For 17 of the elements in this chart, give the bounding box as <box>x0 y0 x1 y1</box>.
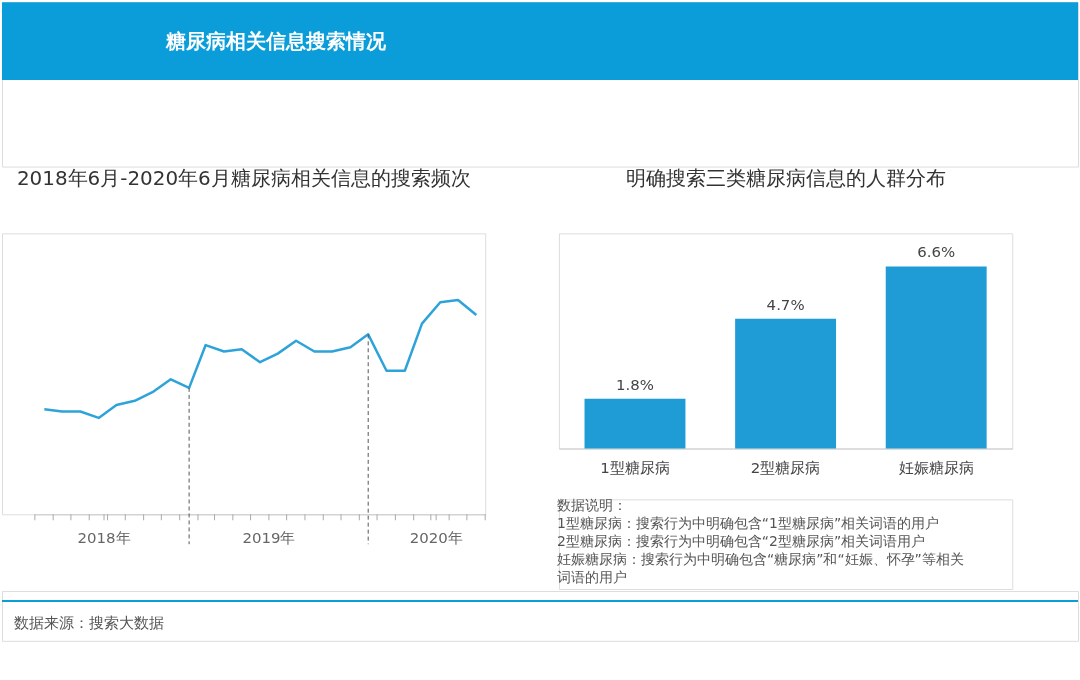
text: 2型糖尿病：搜索行为中明确包含“2型糖尿病”相关词语用户 <box>556 533 926 550</box>
source-note: 数据来源：搜索大数据 <box>13 613 164 632</box>
x-tick-label: 2018年 <box>77 529 131 548</box>
text: 1型糖尿病：搜索行为中明确包含“1型糖尿病”相关词语的用户 <box>556 515 940 532</box>
text: 妊娠糖尿病：搜索行为中明确包含“糖尿病”和“妊娠、怀孕”等相关词语的用户 <box>556 551 964 586</box>
x-tick-label: 2019年 <box>242 529 296 548</box>
data-label: 6.6% <box>917 243 956 262</box>
data-label: 4.7% <box>766 295 805 314</box>
chart-title: 2018年6月-2020年6月糖尿病相关信息的搜索频次 <box>16 166 471 190</box>
x-tick-label: 1型糖尿病 <box>600 458 670 477</box>
data-label: 1.8% <box>616 375 654 394</box>
x-tick-label: 妊娠糖尿病 <box>898 458 974 477</box>
text: 数据说明： <box>556 497 627 514</box>
x-tick-label: 2020年 <box>409 529 463 548</box>
x-tick-label: 2型糖尿病 <box>750 458 821 477</box>
text: 糖尿病相关信息搜索情况 <box>165 30 388 54</box>
chart-title: 明确搜索三类糖尿病信息的人群分布 <box>625 166 946 190</box>
